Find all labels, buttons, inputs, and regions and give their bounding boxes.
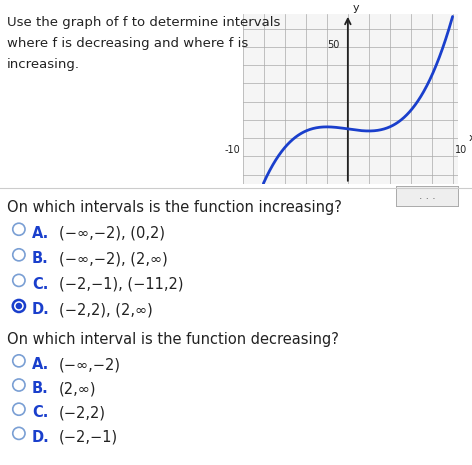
Text: -10: -10	[224, 146, 240, 155]
Text: (2,∞): (2,∞)	[59, 381, 96, 396]
Text: 10: 10	[455, 146, 467, 155]
Text: A.: A.	[32, 357, 50, 372]
Text: B.: B.	[32, 251, 49, 266]
Text: B.: B.	[32, 381, 49, 396]
Text: On which interval is the function decreasing?: On which interval is the function decrea…	[7, 332, 339, 346]
Text: D.: D.	[32, 302, 50, 317]
Text: On which intervals is the function increasing?: On which intervals is the function incre…	[7, 200, 342, 215]
Text: x: x	[468, 133, 472, 143]
Text: (−2,−1), (−11,2): (−2,−1), (−11,2)	[59, 277, 184, 292]
Text: C.: C.	[32, 277, 49, 292]
Text: Use the graph of f to determine intervals: Use the graph of f to determine interval…	[7, 16, 280, 29]
Text: (−∞,−2), (0,2): (−∞,−2), (0,2)	[59, 226, 165, 240]
Text: (−2,2): (−2,2)	[59, 405, 106, 420]
Text: D.: D.	[32, 430, 50, 445]
Text: increasing.: increasing.	[7, 58, 80, 71]
Text: C.: C.	[32, 405, 49, 420]
Text: 50: 50	[327, 40, 339, 50]
Text: (−∞,−2), (2,∞): (−∞,−2), (2,∞)	[59, 251, 168, 266]
Text: (−2,2), (2,∞): (−2,2), (2,∞)	[59, 302, 153, 317]
Text: (−∞,−2): (−∞,−2)	[59, 357, 121, 372]
Text: where f is decreasing and where f is: where f is decreasing and where f is	[7, 37, 248, 50]
Text: (−2,−1): (−2,−1)	[59, 430, 118, 445]
Text: A.: A.	[32, 226, 50, 240]
Text: y: y	[353, 3, 360, 13]
Text: . . .: . . .	[419, 191, 436, 201]
